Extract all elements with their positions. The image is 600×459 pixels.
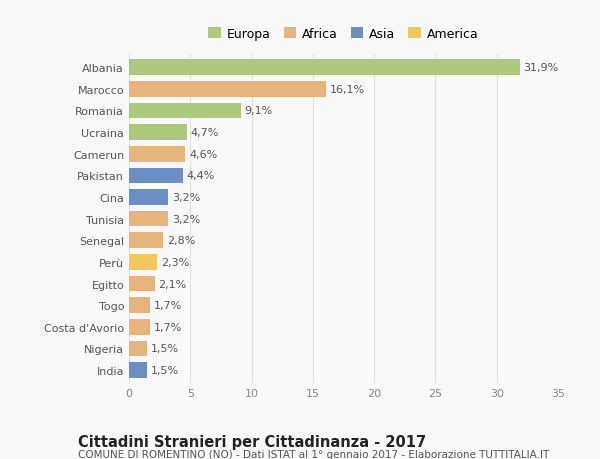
Text: COMUNE DI ROMENTINO (NO) - Dati ISTAT al 1° gennaio 2017 - Elaborazione TUTTITAL: COMUNE DI ROMENTINO (NO) - Dati ISTAT al… xyxy=(78,449,549,459)
Text: 9,1%: 9,1% xyxy=(244,106,272,116)
Bar xyxy=(129,341,148,357)
Text: 2,8%: 2,8% xyxy=(167,236,196,246)
Text: 2,3%: 2,3% xyxy=(161,257,189,267)
Text: Cittadini Stranieri per Cittadinanza - 2017: Cittadini Stranieri per Cittadinanza - 2… xyxy=(78,434,426,449)
Bar xyxy=(129,82,326,97)
Text: 31,9%: 31,9% xyxy=(524,63,559,73)
Bar xyxy=(129,212,168,227)
Text: 1,5%: 1,5% xyxy=(151,365,179,375)
Bar xyxy=(129,319,150,335)
Text: 4,7%: 4,7% xyxy=(190,128,218,138)
Text: 4,4%: 4,4% xyxy=(187,171,215,181)
Bar xyxy=(129,255,157,270)
Text: 3,2%: 3,2% xyxy=(172,193,200,202)
Bar xyxy=(129,125,187,140)
Bar xyxy=(129,60,520,76)
Bar xyxy=(129,363,148,378)
Text: 4,6%: 4,6% xyxy=(189,150,217,159)
Bar xyxy=(129,146,185,162)
Text: 3,2%: 3,2% xyxy=(172,214,200,224)
Bar xyxy=(129,233,163,248)
Bar xyxy=(129,190,168,205)
Bar xyxy=(129,276,155,292)
Text: 1,5%: 1,5% xyxy=(151,344,179,354)
Text: 1,7%: 1,7% xyxy=(154,322,182,332)
Text: 1,7%: 1,7% xyxy=(154,301,182,311)
Legend: Europa, Africa, Asia, America: Europa, Africa, Asia, America xyxy=(203,22,484,45)
Bar xyxy=(129,168,183,184)
Text: 16,1%: 16,1% xyxy=(330,84,365,95)
Text: 2,1%: 2,1% xyxy=(158,279,187,289)
Bar xyxy=(129,298,150,313)
Bar xyxy=(129,103,241,119)
